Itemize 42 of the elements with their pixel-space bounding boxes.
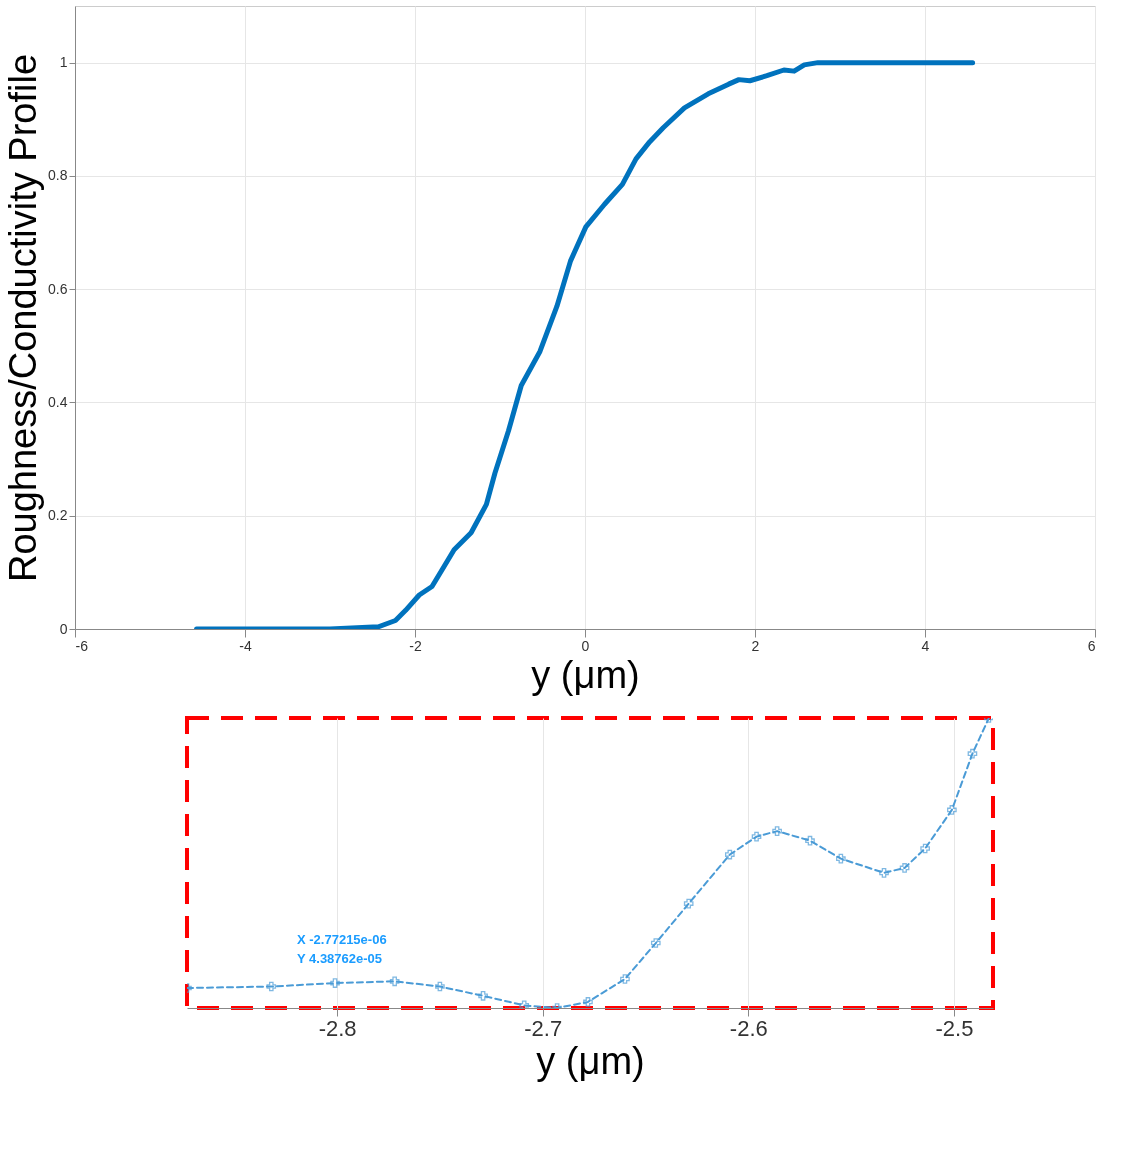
y-tick-label: 0.8 bbox=[48, 167, 68, 184]
point bbox=[947, 805, 957, 815]
x-tick-label: 0 bbox=[581, 637, 590, 654]
annotation: X -2.77215e-06 bbox=[297, 932, 387, 947]
x-tick-label: -2.5 bbox=[935, 1015, 974, 1041]
point bbox=[330, 978, 340, 988]
point bbox=[478, 990, 488, 1001]
y-tick-label: 0 bbox=[59, 620, 68, 637]
y-tick-label: 1 bbox=[59, 54, 68, 71]
x-tick-label: -6 bbox=[75, 637, 89, 654]
point bbox=[967, 748, 978, 759]
point bbox=[836, 853, 846, 864]
point bbox=[724, 849, 735, 860]
point bbox=[519, 1000, 530, 1008]
x-axis-title: y (μm) bbox=[536, 1039, 645, 1082]
point bbox=[772, 826, 782, 836]
x-tick-label: -2.7 bbox=[524, 1015, 563, 1041]
x-tick-label: 2 bbox=[751, 637, 760, 654]
annotation: Y 4.38762e-05 bbox=[297, 951, 383, 966]
point bbox=[920, 843, 930, 854]
point bbox=[266, 981, 277, 992]
y-tick-label: 0.6 bbox=[48, 280, 68, 297]
point bbox=[583, 997, 593, 1007]
x-tick-label: -2 bbox=[409, 637, 422, 654]
point bbox=[899, 863, 910, 873]
x-tick-label: 6 bbox=[1087, 637, 1096, 654]
y-axis-title: Roughness/Conductivity Profile bbox=[2, 53, 45, 583]
point bbox=[683, 898, 694, 909]
point bbox=[389, 976, 400, 987]
x-axis-title: y (μm) bbox=[531, 653, 640, 696]
point bbox=[879, 868, 889, 878]
x-tick-label: 4 bbox=[921, 637, 930, 654]
x-tick-label: -4 bbox=[239, 637, 252, 654]
x-tick-label: -2.6 bbox=[729, 1015, 768, 1041]
point bbox=[751, 831, 762, 842]
x-tick-label: -2.8 bbox=[318, 1015, 357, 1041]
point bbox=[620, 974, 630, 984]
point bbox=[650, 938, 661, 948]
y-tick-label: 0.4 bbox=[48, 393, 68, 410]
y-tick-label: 0.2 bbox=[48, 507, 68, 524]
point bbox=[805, 835, 815, 846]
point bbox=[435, 981, 445, 992]
